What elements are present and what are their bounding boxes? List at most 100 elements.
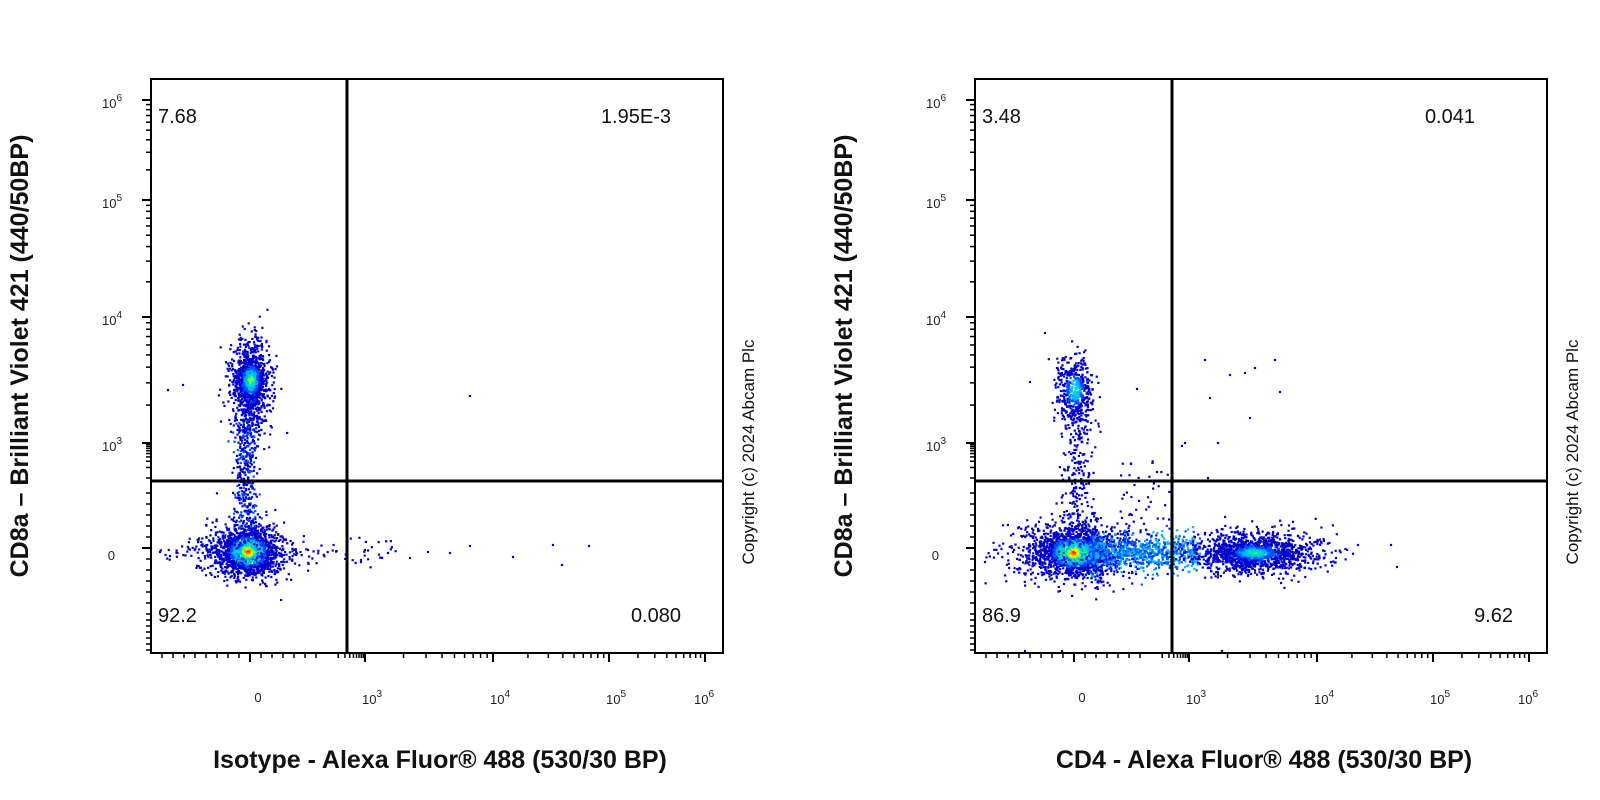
dn-population-dot	[216, 550, 219, 553]
sparse-event-dot	[167, 548, 170, 552]
dn-population-dot	[259, 524, 262, 527]
streak-dot	[242, 477, 246, 480]
sparse-event-dot	[511, 555, 515, 559]
sparse-event-dot	[344, 557, 347, 560]
cd8-population-dot	[254, 333, 257, 336]
cd8-population-dot	[231, 365, 234, 368]
dn-population-dot	[244, 556, 247, 559]
cd8-population-dot	[248, 346, 251, 349]
dn-population-dot	[275, 578, 278, 581]
cd8-population-dot	[247, 421, 251, 424]
dn-population-dot	[259, 555, 262, 558]
cd8-population-dot	[248, 395, 251, 398]
streak-dot	[251, 422, 254, 425]
y-tick-label-1e3: 103	[926, 436, 946, 454]
dn-population-dot	[272, 543, 275, 547]
cd8-population-dot	[268, 360, 271, 363]
dn-population-dot	[1102, 530, 1105, 534]
dn-population-dot	[225, 566, 228, 569]
cd8-population-dot	[254, 364, 257, 367]
dn-population-dot	[1106, 573, 1109, 576]
dn-population-dot	[252, 555, 255, 559]
cd8-population-dot	[239, 362, 242, 365]
cd8-population-dot	[254, 423, 257, 426]
dn-population-dot	[220, 555, 223, 558]
dn-population-dot	[1119, 533, 1122, 536]
dn-population-dot	[226, 560, 229, 563]
streak-dot	[241, 439, 244, 442]
sparse-event-dot	[308, 555, 311, 558]
streak-dot	[249, 491, 252, 494]
dn-population-dot	[1089, 520, 1092, 523]
cd8-population-dot	[262, 388, 265, 391]
cd8-population-dot	[246, 374, 249, 377]
dn-population-dot	[243, 566, 246, 569]
streak-dot	[247, 519, 251, 522]
cd8-population-dot	[265, 389, 269, 392]
dn-population-dot	[214, 559, 217, 562]
cd8-population-dot	[249, 419, 252, 422]
dn-population-dot	[266, 553, 269, 556]
dn-population-dot	[246, 552, 249, 555]
dn-population-dot	[244, 541, 247, 544]
cd8-population-dot	[243, 354, 246, 357]
dn-population-dot	[242, 558, 245, 561]
dn-population-dot	[1042, 557, 1045, 560]
cd8-population-dot	[256, 338, 259, 341]
dn-population-dot	[227, 539, 230, 542]
cd8-population-dot	[219, 346, 222, 349]
dn-population-dot	[254, 542, 258, 545]
dn-population-dot	[279, 552, 282, 555]
dn-population-dot	[264, 576, 267, 579]
cd8-population-dot	[239, 388, 243, 391]
streak-dot	[242, 455, 245, 458]
dn-population-dot	[236, 580, 239, 583]
dn-population-dot	[199, 566, 202, 569]
streak-dot	[242, 419, 245, 422]
dn-population-dot	[236, 537, 239, 540]
cd8-population-dot	[234, 350, 237, 353]
dn-population-dot	[227, 537, 230, 540]
dn-population-dot	[1111, 535, 1114, 538]
cd8-population-dot	[258, 374, 261, 377]
dn-population-dot	[291, 550, 294, 553]
dn-population-dot	[278, 562, 281, 565]
cd8-population-dot	[251, 373, 255, 376]
dn-population-dot	[197, 537, 201, 540]
dn-population-dot	[234, 545, 237, 548]
streak-dot	[251, 487, 254, 490]
dn-population-dot	[1047, 569, 1051, 573]
dn-population-dot	[220, 561, 223, 564]
cd8-population-dot	[252, 366, 255, 369]
dn-population-dot	[216, 575, 219, 578]
dn-population-dot	[184, 554, 187, 557]
dn-population-dot	[239, 541, 242, 545]
streak-dot	[239, 513, 243, 516]
cd8-population-dot	[233, 389, 236, 392]
dn-population-dot	[248, 529, 252, 532]
cd8-population-dot	[246, 369, 249, 372]
dn-population-dot	[992, 556, 996, 559]
streak-dot	[245, 483, 249, 487]
cd8-population-dot	[242, 380, 245, 384]
streak-dot	[247, 512, 250, 515]
streak-dot	[232, 467, 235, 470]
cd8-population-dot	[261, 393, 264, 396]
dn-population-dot	[291, 547, 294, 550]
dn-population-dot	[271, 549, 274, 552]
streak-dot	[246, 509, 249, 512]
cd8-population-dot	[267, 403, 270, 406]
dn-population-dot	[1046, 532, 1050, 536]
cd8-population-dot	[258, 365, 261, 368]
dn-population-dot	[254, 533, 257, 536]
cd8-population-dot	[258, 364, 261, 367]
cd8-population-dot	[251, 359, 254, 362]
sparse-event-dot	[288, 556, 291, 559]
streak-dot	[242, 520, 245, 523]
dn-population-dot	[264, 561, 267, 564]
streak-dot	[240, 490, 243, 493]
dn-population-dot	[244, 545, 247, 548]
cd8-population-dot	[268, 353, 271, 357]
dn-population-dot	[1051, 544, 1055, 547]
plot-panel-cd4: CD8a – Brilliant Violet 421 (440/50BP) 0…	[830, 78, 1582, 774]
